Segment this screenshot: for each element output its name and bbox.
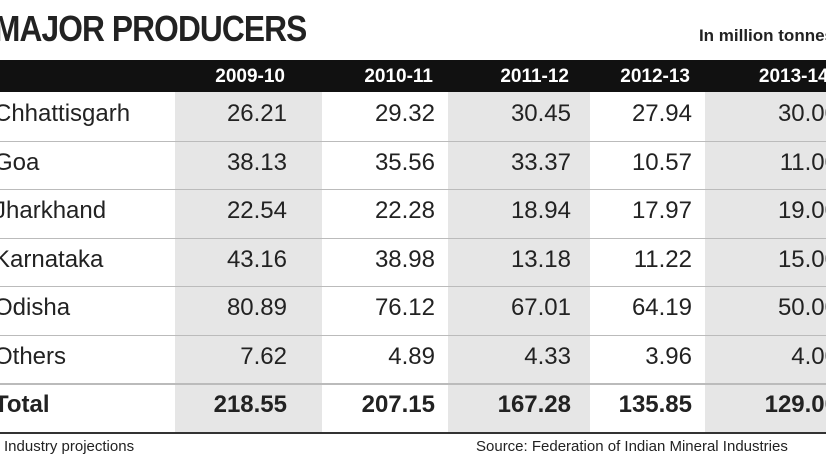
cell: 33.37 (510, 148, 571, 176)
cell: 129.00 (764, 391, 826, 418)
cell: 7.62 (240, 342, 287, 370)
column-shade (448, 92, 590, 432)
row-divider (0, 431, 826, 434)
row-label: Goa (0, 148, 40, 176)
cell: 4.89 (388, 342, 435, 370)
row-divider (0, 383, 826, 385)
column-header: 2013-14* (758, 66, 826, 87)
cell: 27.94 (631, 100, 692, 127)
cell: 35.56 (374, 148, 435, 176)
cell: 10.57 (631, 148, 692, 176)
column-header: 2009-10 (215, 66, 285, 87)
cell: 76.12 (374, 294, 435, 321)
cell: 26.21 (226, 100, 287, 127)
title: MAJOR PRODUCERS (0, 8, 307, 49)
cell: 80.89 (226, 294, 287, 321)
cell: 11.22 (633, 245, 692, 273)
cell: 38.13 (226, 148, 287, 176)
cell: 22.54 (226, 197, 287, 224)
cell: 11.00 (779, 148, 826, 176)
subtitle: In million tonnes (698, 26, 826, 45)
row-label: Chhattisgarh (0, 100, 131, 127)
cell: 30.45 (510, 100, 571, 127)
footnote: * Industry projections (0, 438, 135, 455)
cell: 135.85 (618, 391, 692, 418)
cell: 64.19 (631, 294, 692, 321)
row-label: Others (0, 342, 67, 370)
cell: 218.55 (213, 391, 287, 418)
cell: 19.00 (777, 197, 826, 224)
cell: 13.18 (510, 245, 571, 273)
cell: 17.97 (631, 197, 692, 224)
cell: 29.32 (374, 100, 435, 127)
cell: 67.01 (510, 294, 571, 321)
row-divider (0, 237, 826, 239)
row-label: Jharkhand (0, 197, 107, 224)
column-shade (705, 92, 826, 432)
cell: 30.00 (777, 100, 826, 127)
row-divider (0, 334, 826, 336)
row-label: Total (0, 391, 50, 418)
cell: 43.16 (226, 245, 287, 273)
row-divider (0, 286, 826, 287)
cell: 18.94 (510, 197, 571, 224)
cell: 22.28 (374, 197, 435, 224)
cell: 4.00 (791, 342, 826, 370)
row-label: Odisha (0, 294, 71, 321)
cell: 38.98 (374, 245, 435, 273)
row-divider (0, 140, 826, 142)
cell: 3.96 (645, 342, 692, 370)
column-header: 2011-12 (500, 66, 569, 87)
cell: 50.00 (777, 294, 826, 321)
column-header: 2012-13 (620, 66, 690, 87)
cell: 167.28 (497, 391, 571, 418)
source: Source: Federation of Indian Mineral Ind… (476, 438, 788, 455)
row-label: Karnataka (0, 245, 104, 273)
cell: 4.33 (524, 342, 571, 370)
column-header: 2010-11 (364, 66, 433, 87)
cell: 15.00 (777, 245, 826, 273)
column-shade (175, 92, 322, 432)
cell: 207.15 (361, 391, 435, 418)
header-bar (0, 60, 826, 92)
row-divider (0, 189, 826, 190)
